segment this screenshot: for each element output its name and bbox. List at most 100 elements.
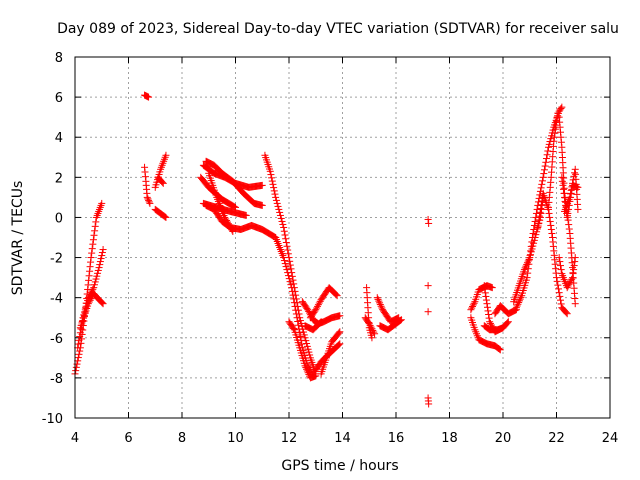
data-point xyxy=(280,227,288,235)
y-tick-label--6: -6 xyxy=(50,332,63,347)
data-point xyxy=(144,195,152,203)
data-point xyxy=(527,242,535,250)
data-point xyxy=(282,239,290,247)
data-point xyxy=(523,274,531,282)
data-point xyxy=(470,299,478,307)
data-point xyxy=(534,201,542,209)
data-point xyxy=(468,304,476,312)
data-point xyxy=(90,284,98,292)
y-tick-label-6: 6 xyxy=(55,91,63,106)
data-point xyxy=(555,254,563,262)
data-point xyxy=(158,178,166,186)
data-point xyxy=(278,217,286,225)
data-point xyxy=(529,229,537,237)
data-point xyxy=(335,341,343,349)
data-point xyxy=(85,298,93,306)
y-tick-label-4: 4 xyxy=(55,131,63,146)
data-point xyxy=(258,201,266,209)
data-point xyxy=(553,274,560,282)
data-point xyxy=(303,340,311,348)
data-point xyxy=(564,282,572,290)
data-point xyxy=(274,202,282,210)
data-point xyxy=(485,314,493,322)
data-point xyxy=(271,190,279,198)
data-point xyxy=(547,221,555,229)
data-point xyxy=(300,328,308,336)
data-point xyxy=(571,254,579,262)
data-point xyxy=(374,295,382,303)
data-point xyxy=(539,173,547,181)
data-point xyxy=(557,266,565,274)
data-point xyxy=(551,125,559,133)
data-point xyxy=(301,362,309,370)
data-point xyxy=(292,310,300,318)
data-point xyxy=(98,199,106,207)
data-point xyxy=(482,292,490,300)
x-tick-label-16: 16 xyxy=(388,431,405,446)
data-point xyxy=(495,345,503,353)
data-point xyxy=(297,319,305,327)
data-point xyxy=(145,198,153,206)
data-point xyxy=(397,316,405,324)
data-point xyxy=(230,202,238,210)
data-point xyxy=(569,274,577,282)
data-point xyxy=(287,281,295,289)
data-point xyxy=(534,198,542,206)
data-point xyxy=(545,209,553,217)
data-point xyxy=(565,225,573,233)
data-point xyxy=(571,169,579,177)
data-point xyxy=(565,221,573,229)
data-point xyxy=(292,306,300,314)
data-point xyxy=(88,249,96,257)
data-point xyxy=(286,261,294,269)
data-point xyxy=(485,311,493,319)
data-point xyxy=(548,229,556,237)
data-point xyxy=(368,325,376,333)
y-tick-label--2: -2 xyxy=(50,252,63,267)
data-point xyxy=(72,363,80,371)
data-point xyxy=(571,300,579,308)
data-point xyxy=(558,173,566,181)
data-point xyxy=(300,331,308,339)
data-point xyxy=(503,319,511,327)
data-point xyxy=(574,205,582,213)
data-point xyxy=(515,297,523,305)
data-point xyxy=(370,328,378,336)
data-point xyxy=(555,285,563,293)
data-point xyxy=(367,323,375,331)
data-point xyxy=(566,279,574,287)
data-point xyxy=(281,260,289,268)
data-point xyxy=(273,199,281,207)
data-point xyxy=(97,255,105,263)
data-point xyxy=(289,291,297,299)
data-point xyxy=(96,258,104,266)
data-point xyxy=(496,346,504,354)
data-point xyxy=(162,213,170,221)
data-point xyxy=(282,263,290,271)
data-point xyxy=(544,147,552,155)
data-point xyxy=(98,249,106,257)
data-point xyxy=(305,307,313,315)
data-point xyxy=(369,326,377,334)
data-point xyxy=(277,214,285,222)
data-point xyxy=(480,282,488,290)
data-point xyxy=(526,251,534,259)
x-tick-label-20: 20 xyxy=(495,431,512,446)
data-point xyxy=(540,170,548,178)
data-point xyxy=(303,367,311,375)
data-point xyxy=(307,312,315,320)
x-tick-label-22: 22 xyxy=(548,431,565,446)
data-point xyxy=(287,265,295,273)
y-axis-label: SDTVAR / TECUs xyxy=(10,181,26,296)
data-point xyxy=(336,328,344,336)
data-point xyxy=(525,260,533,268)
data-point xyxy=(290,295,298,303)
data-point xyxy=(517,293,525,301)
y-tick-label--10: -10 xyxy=(42,412,63,427)
data-point xyxy=(293,314,301,322)
data-point xyxy=(91,222,99,230)
data-point xyxy=(92,275,100,283)
data-point xyxy=(571,258,579,266)
data-point xyxy=(554,281,562,289)
data-point xyxy=(89,285,97,293)
